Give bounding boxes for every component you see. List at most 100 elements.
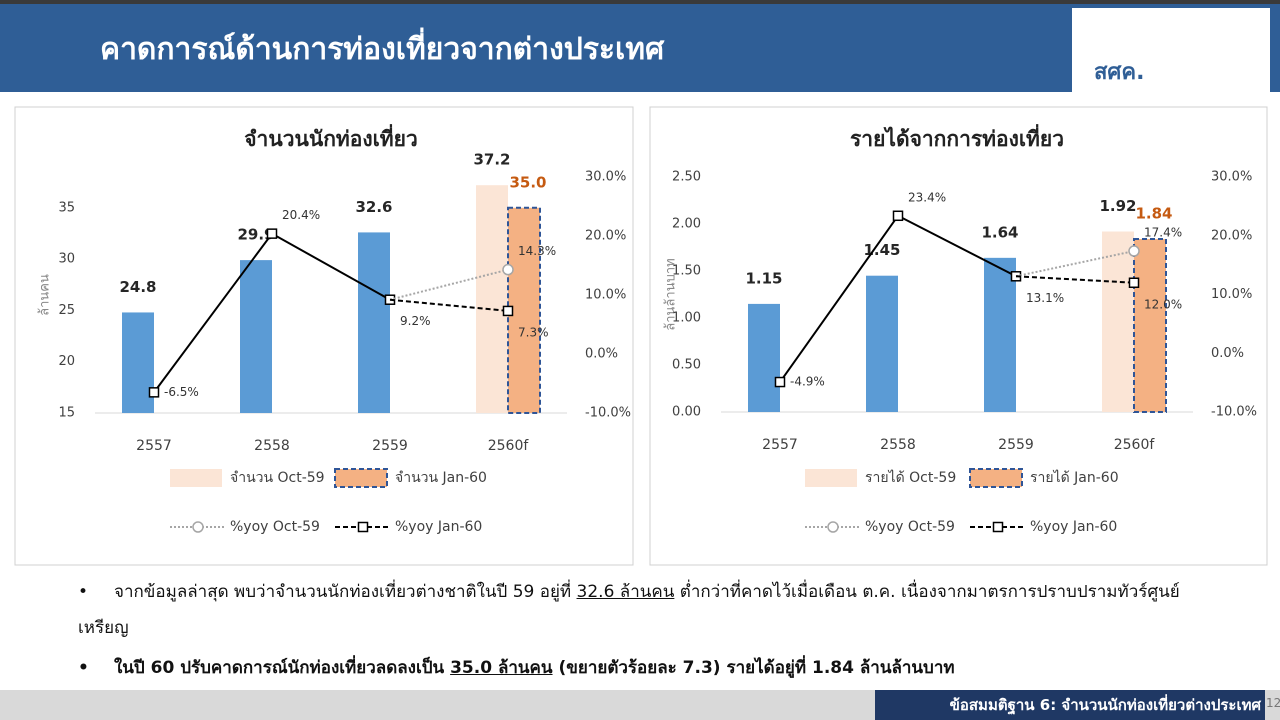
bar [1102, 231, 1134, 412]
line-label: 13.1% [1026, 291, 1064, 305]
line [1015, 275, 1135, 284]
bullet-text: จากข้อมูลล่าสุด พบว่าจำนวนนักท่องเที่ยวต… [114, 582, 577, 602]
bar [984, 257, 1016, 412]
line-marker [774, 376, 786, 388]
x-tick-label: 2560f [488, 438, 530, 454]
legend-label: %yoy Jan-60 [1030, 519, 1117, 535]
legend-swatch [805, 469, 857, 487]
line-label: 14.3% [518, 244, 556, 258]
bullet: • ในปี 60 ปรับคาดการณ์นักท่องเที่ยวลดลงเป… [78, 658, 955, 678]
legend-marker [192, 521, 204, 533]
bar-label: 24.8 [119, 278, 156, 296]
y2-tick-label: 10.0% [585, 288, 626, 303]
logo: สศค. [1072, 8, 1270, 94]
legend-swatch [969, 468, 1023, 488]
line-label: 7.3% [518, 325, 549, 339]
y-tick-label: 0.00 [672, 405, 701, 420]
x-tick-label: 2559 [998, 437, 1034, 453]
line-label: -4.9% [790, 375, 825, 389]
bullet-text: ในปี 60 ปรับคาดการณ์นักท่องเที่ยวลดลงเป็… [114, 658, 451, 678]
line-marker [148, 387, 160, 398]
bullet: • จากข้อมูลล่าสุด พบว่าจำนวนนักท่องเที่ยว… [78, 582, 1180, 638]
y2-tick-label: 0.0% [1211, 346, 1244, 361]
y-tick-label: 15 [58, 406, 75, 421]
y-tick-label: 0.50 [672, 358, 701, 373]
bullet-text: ต่ำกว่าที่คาดไว้เมื่อเดือน ต.ค. เนื่องจา… [78, 582, 1180, 638]
line-marker [502, 263, 514, 276]
y2-tick-label: 20.0% [1211, 228, 1252, 243]
bar [358, 232, 390, 413]
x-tick-label: 2558 [880, 437, 916, 453]
line-marker [1128, 277, 1140, 288]
slide-title: คาดการณ์ด้านการท่องเที่ยวจากต่างประเทศ [100, 32, 665, 67]
bar [1133, 238, 1167, 413]
line-label: -6.5% [164, 385, 199, 399]
page-number: 12 [1266, 696, 1280, 710]
y-tick-label: 20 [58, 354, 75, 369]
legend-label: %yoy Oct-59 [230, 519, 320, 535]
line-label: 23.4% [908, 190, 946, 204]
bullet-text: (ขยายตัวร้อยละ 7.3) รายได้อยู่ที่ 1.84 ล… [552, 658, 955, 678]
bar [476, 185, 508, 413]
footer-text: ข้อสมมติฐาน 6: จำนวนนักท่องเที่ยวต่างประ… [875, 690, 1265, 720]
y-tick-label: 1.50 [672, 264, 701, 279]
y-tick-label: 25 [58, 303, 75, 318]
bar-label: 37.2 [473, 151, 510, 169]
line-label: 12.0% [1144, 297, 1182, 311]
y-tick-label: 2.00 [672, 217, 701, 232]
y2-tick-label: 30.0% [585, 170, 626, 185]
y2-tick-label: -10.0% [585, 406, 631, 421]
line-marker [1128, 245, 1140, 257]
bullet-emphasis: 35.0 ล้านคน [450, 658, 553, 678]
line-marker [892, 210, 904, 222]
x-tick-label: 2557 [136, 438, 172, 454]
legend-label: จำนวน Oct-59 [230, 470, 325, 486]
bar-label: 29.9 [237, 226, 274, 244]
line-marker [266, 228, 278, 239]
bullet-emphasis: 32.6 ล้านคน [576, 582, 675, 602]
bar-label: 1.84 [1135, 205, 1172, 223]
y2-tick-label: 20.0% [585, 229, 626, 244]
line-label: 17.4% [1144, 226, 1182, 240]
y-axis-title: ล้านคน [38, 274, 53, 316]
line-label: 9.2% [400, 314, 431, 328]
y2-tick-label: 10.0% [1211, 287, 1252, 302]
line-marker [502, 305, 514, 317]
bar-label: 1.45 [863, 241, 900, 259]
bar-label: 1.15 [745, 269, 782, 287]
header: คาดการณ์ด้านการท่องเที่ยวจากต่างประเทศ ส… [0, 0, 1280, 94]
y-tick-label: 30 [58, 252, 75, 267]
legend-swatch [170, 469, 222, 487]
legend-label: รายได้ Jan-60 [1030, 469, 1119, 486]
line [389, 268, 509, 301]
y-axis-title: ล้านล้านบาท [664, 258, 679, 330]
line [1015, 250, 1135, 278]
y-tick-label: 35 [58, 200, 75, 215]
y2-tick-label: 30.0% [1211, 170, 1252, 185]
x-tick-label: 2557 [762, 437, 798, 453]
y2-tick-label: -10.0% [1211, 405, 1257, 420]
bar [122, 312, 154, 413]
x-tick-label: 2559 [372, 438, 408, 454]
legend-label: จำนวน Jan-60 [395, 470, 487, 486]
bar-label: 1.92 [1099, 197, 1136, 215]
legend-label: %yoy Oct-59 [865, 519, 955, 535]
bar [507, 206, 541, 414]
y-tick-label: 1.00 [672, 311, 701, 326]
chart-title: รายได้จากการท่องเที่ยว [850, 123, 1064, 151]
bar-label: 32.6 [355, 198, 392, 216]
legend-marker [992, 521, 1004, 533]
y2-tick-label: 0.0% [585, 347, 618, 362]
y-tick-label: 2.50 [672, 170, 701, 185]
footer: ข้อสมมติฐาน 6: จำนวนนักท่องเที่ยวต่างประ… [0, 690, 1280, 720]
bar-label: 1.64 [981, 223, 1018, 241]
bar [866, 275, 898, 412]
bar [748, 303, 780, 412]
legend-marker [357, 521, 369, 533]
x-tick-label: 2560f [1114, 437, 1156, 453]
legend-label: รายได้ Oct-59 [865, 469, 956, 486]
legend-label: %yoy Jan-60 [395, 519, 482, 535]
chart-panel [649, 106, 1268, 566]
